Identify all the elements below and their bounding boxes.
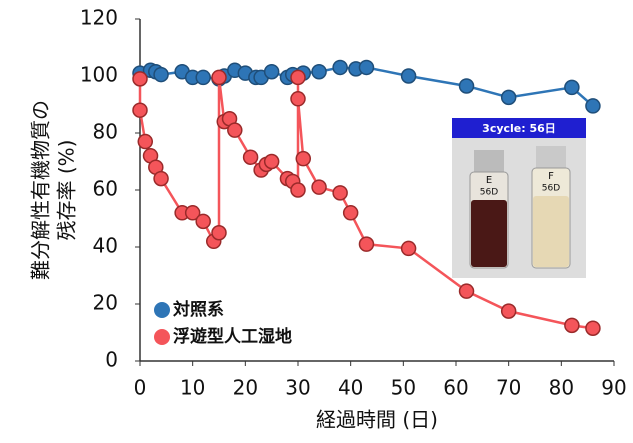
data-point	[138, 135, 152, 149]
x-tick-label: 80	[549, 376, 574, 400]
y-tick-label: 120	[80, 6, 118, 30]
x-tick-label: 60	[443, 376, 468, 400]
data-point	[154, 172, 168, 186]
data-point	[586, 321, 600, 335]
x-tick-label: 40	[338, 376, 363, 400]
data-point	[359, 237, 373, 251]
data-point	[228, 123, 242, 137]
data-point	[312, 65, 326, 79]
data-point	[460, 284, 474, 298]
y-tick-label: 100	[80, 63, 118, 87]
vial-cap	[474, 150, 504, 172]
y-tick-label: 20	[93, 291, 118, 315]
x-tick-label: 20	[233, 376, 258, 400]
x-axis-label: 経過時間 (日)	[316, 408, 438, 432]
y-tick-label: 60	[93, 177, 118, 201]
x-tick-label: 50	[391, 376, 416, 400]
vial-cap	[536, 146, 566, 168]
data-point	[402, 241, 416, 255]
data-point	[133, 103, 147, 117]
legend-label: 浮遊型人工湿地	[173, 326, 292, 347]
y-tick-label: 0	[105, 348, 118, 372]
data-point	[133, 72, 147, 86]
inset-title: 3cycle: 56日	[482, 122, 556, 135]
vial-label: E	[486, 175, 492, 186]
data-point	[291, 183, 305, 197]
vial-label: 56D	[542, 184, 560, 194]
x-tick-label: 70	[496, 376, 521, 400]
data-point	[502, 90, 516, 104]
vial-liquid	[533, 196, 569, 267]
data-point	[565, 318, 579, 332]
x-tick-label: 30	[285, 376, 310, 400]
data-point	[296, 152, 310, 166]
legend-marker	[154, 302, 170, 318]
data-point	[265, 65, 279, 79]
data-point	[196, 70, 210, 84]
data-point	[312, 180, 326, 194]
data-point	[196, 214, 210, 228]
data-point	[402, 69, 416, 83]
data-point	[586, 99, 600, 113]
x-tick-label: 90	[601, 376, 626, 400]
data-point	[212, 70, 226, 84]
data-point	[344, 206, 358, 220]
data-point	[212, 226, 226, 240]
data-point	[333, 186, 347, 200]
legend-marker	[154, 329, 170, 345]
vial-label: 56D	[480, 188, 498, 198]
data-point	[265, 155, 279, 169]
data-point	[154, 68, 168, 82]
data-point	[291, 92, 305, 106]
chart: 難分解性有機物質の 残存率 (%) 経過時間 (日) 3cycle: 56日 E…	[0, 0, 633, 439]
data-point	[502, 304, 516, 318]
x-tick-label: 10	[180, 376, 205, 400]
y-axis-label: 難分解性有機物質の	[29, 100, 53, 280]
y-tick-label: 80	[93, 120, 118, 144]
data-point	[244, 150, 258, 164]
x-tick-label: 0	[134, 376, 147, 400]
data-point	[359, 60, 373, 74]
data-point	[333, 60, 347, 74]
data-point	[291, 70, 305, 84]
data-point	[565, 80, 579, 94]
y-tick-label: 40	[93, 234, 118, 258]
vial-label: F	[548, 171, 554, 182]
data-point	[460, 79, 474, 93]
vial-liquid	[471, 200, 507, 267]
legend-label: 対照系	[172, 299, 224, 320]
y-axis-label: 残存率 (%)	[55, 140, 79, 241]
inset: 3cycle: 56日 E 56D F 56D	[452, 118, 586, 278]
